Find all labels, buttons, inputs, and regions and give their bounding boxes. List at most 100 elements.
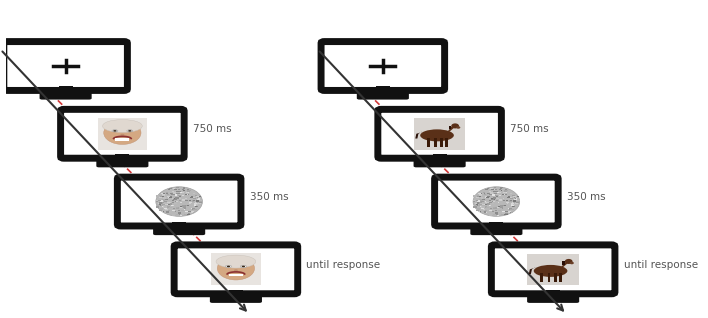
Bar	[513, 196, 516, 197]
Bar	[506, 202, 509, 204]
Bar	[168, 204, 170, 205]
Bar	[197, 198, 198, 199]
Ellipse shape	[127, 130, 133, 132]
Ellipse shape	[103, 120, 142, 133]
Bar	[182, 199, 185, 201]
Bar	[481, 201, 484, 202]
Bar	[211, 253, 261, 286]
Bar	[193, 203, 195, 204]
Bar	[179, 192, 181, 193]
Bar	[164, 197, 166, 198]
Bar	[178, 193, 180, 194]
Bar	[160, 205, 162, 206]
Bar	[501, 214, 504, 215]
Bar	[478, 192, 480, 193]
Bar	[161, 195, 165, 196]
Bar	[495, 193, 497, 194]
Bar	[493, 191, 496, 192]
Bar	[427, 138, 430, 147]
Bar	[187, 192, 188, 193]
Bar	[476, 197, 479, 198]
Bar	[511, 203, 514, 204]
Ellipse shape	[217, 257, 255, 280]
Bar	[159, 203, 161, 204]
Bar	[172, 200, 174, 201]
Bar	[186, 214, 188, 215]
FancyBboxPatch shape	[413, 160, 466, 167]
Ellipse shape	[473, 187, 520, 216]
Bar	[479, 194, 482, 195]
Bar	[496, 191, 498, 192]
Bar	[496, 196, 498, 197]
Bar	[188, 194, 189, 195]
Bar	[192, 208, 195, 210]
Bar	[178, 195, 181, 196]
Bar	[413, 118, 465, 149]
Ellipse shape	[534, 265, 567, 277]
Bar	[173, 211, 176, 212]
Bar	[493, 214, 496, 215]
Bar	[440, 138, 443, 147]
Bar	[491, 199, 493, 200]
Bar	[189, 211, 191, 212]
Bar	[517, 200, 520, 201]
Bar	[485, 210, 487, 211]
Bar	[200, 196, 201, 197]
Bar	[504, 192, 506, 193]
Bar	[184, 214, 187, 215]
Bar	[506, 213, 508, 214]
Bar	[188, 213, 190, 214]
Bar	[479, 202, 481, 203]
Bar	[169, 202, 171, 203]
Bar	[169, 207, 172, 208]
Bar	[156, 204, 159, 205]
Bar	[193, 193, 195, 194]
Bar	[162, 202, 164, 203]
Bar	[505, 194, 506, 195]
Bar	[180, 215, 181, 216]
Ellipse shape	[451, 123, 459, 128]
Bar	[164, 197, 165, 198]
Bar	[483, 209, 485, 210]
Polygon shape	[416, 132, 422, 139]
Bar	[508, 208, 510, 209]
Bar	[71, 114, 174, 154]
Bar	[160, 210, 161, 211]
Bar	[487, 196, 489, 197]
Ellipse shape	[570, 262, 574, 264]
Bar	[492, 194, 495, 196]
Bar	[177, 201, 179, 202]
Bar	[482, 204, 484, 205]
Bar	[479, 206, 482, 207]
Bar	[508, 211, 511, 213]
FancyBboxPatch shape	[321, 42, 445, 90]
Bar	[487, 193, 489, 194]
Bar	[187, 190, 190, 191]
Bar	[512, 206, 515, 207]
Text: 350 ms: 350 ms	[250, 192, 288, 202]
Bar	[489, 193, 491, 194]
Bar	[182, 189, 184, 190]
Ellipse shape	[156, 187, 202, 216]
Bar	[473, 201, 475, 202]
Bar	[510, 197, 513, 199]
Bar	[169, 188, 172, 189]
Bar	[514, 198, 515, 199]
Bar	[166, 211, 168, 212]
Bar	[505, 189, 507, 190]
Bar	[182, 209, 185, 210]
Bar	[505, 194, 507, 195]
Bar	[164, 201, 166, 202]
Bar	[481, 206, 484, 208]
Bar	[156, 204, 159, 205]
Bar	[178, 212, 181, 213]
Bar	[169, 197, 171, 198]
FancyBboxPatch shape	[491, 245, 615, 294]
Bar	[449, 126, 451, 129]
Bar	[503, 198, 504, 199]
Bar	[489, 198, 491, 199]
FancyBboxPatch shape	[378, 109, 501, 158]
Bar	[503, 192, 505, 193]
Bar	[496, 194, 498, 195]
Bar	[512, 195, 515, 197]
